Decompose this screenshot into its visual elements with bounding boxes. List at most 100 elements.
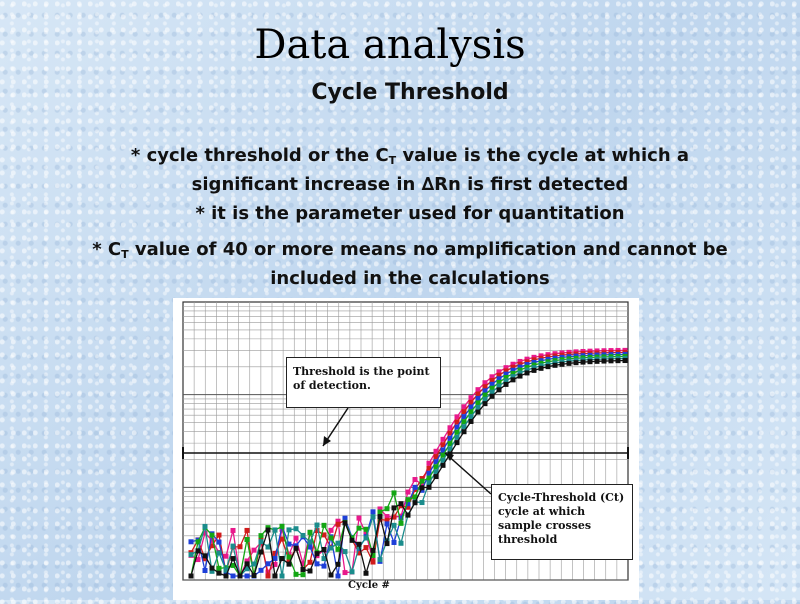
series-point — [454, 434, 460, 440]
series-point — [461, 409, 467, 415]
bullet-3-subscript: T — [121, 248, 129, 261]
series-point — [510, 370, 516, 376]
series-point — [286, 554, 292, 560]
series-point — [440, 447, 446, 453]
series-point — [468, 395, 474, 401]
series-point — [384, 517, 390, 523]
series-point — [384, 506, 390, 512]
series-point — [209, 543, 215, 549]
series-point — [300, 566, 306, 572]
series-point — [447, 425, 453, 431]
series-point — [496, 369, 502, 375]
series-point — [363, 545, 369, 551]
series-point — [398, 501, 404, 507]
series-point — [300, 572, 306, 578]
series-point — [433, 454, 439, 460]
series-point — [356, 550, 362, 556]
series-point — [517, 364, 523, 370]
series-point — [461, 414, 467, 420]
series-point — [461, 424, 467, 430]
series-point — [286, 527, 292, 533]
ct-callout-arrow — [444, 452, 492, 495]
series-point — [531, 354, 537, 360]
series-point — [426, 480, 432, 486]
series-point — [300, 561, 306, 567]
series-point — [272, 555, 278, 561]
series-point — [258, 567, 264, 573]
threshold-callout: Threshold is the point of detection. — [286, 357, 441, 408]
series-point — [482, 396, 488, 402]
series-point — [531, 359, 537, 365]
series-point — [328, 572, 334, 578]
bullet-3-suffix: value of 40 or more means no amplificati… — [128, 239, 728, 289]
series-point — [580, 359, 586, 365]
series-point — [384, 541, 390, 547]
series-point — [244, 527, 250, 533]
series-point — [482, 392, 488, 398]
series-point — [461, 429, 467, 435]
series-point — [524, 370, 530, 376]
series-point — [377, 506, 383, 512]
series-point — [251, 572, 257, 578]
series-point — [419, 482, 425, 488]
series-point — [342, 520, 348, 526]
series-point — [468, 409, 474, 415]
series-point — [433, 448, 439, 454]
series-point — [195, 548, 201, 554]
series-point — [279, 523, 285, 529]
series-point — [251, 561, 257, 567]
series-point — [230, 573, 236, 579]
series-point — [216, 539, 222, 545]
series-point — [503, 374, 509, 380]
series-point — [454, 424, 460, 430]
series-point — [223, 553, 229, 559]
series-point — [503, 368, 509, 374]
series-point — [475, 404, 481, 410]
series-point — [608, 358, 614, 364]
series-point — [461, 404, 467, 410]
series-point — [202, 553, 208, 559]
series-point — [489, 385, 495, 391]
series-point — [517, 367, 523, 373]
series-point — [496, 383, 502, 389]
series-point — [510, 367, 516, 373]
series-point — [370, 559, 376, 565]
series-point — [447, 441, 453, 447]
series-point — [349, 537, 355, 543]
series-point — [279, 556, 285, 562]
series-point — [223, 567, 229, 573]
ct-callout: Cycle-Threshold (Ct) cycle at which samp… — [491, 484, 633, 560]
series-point — [524, 362, 530, 368]
series-point — [202, 556, 208, 562]
series-point — [538, 360, 544, 366]
series-point — [391, 514, 397, 520]
series-point — [286, 541, 292, 547]
series-point — [426, 460, 432, 466]
series-point — [209, 568, 215, 574]
series-point — [524, 356, 530, 362]
series-point — [237, 544, 243, 550]
slide-subtitle: Cycle Threshold — [311, 80, 509, 105]
series-point — [370, 514, 376, 520]
series-point — [188, 539, 194, 545]
series-point — [370, 552, 376, 558]
series-point — [258, 533, 264, 539]
series-point — [419, 478, 425, 484]
series-point — [209, 538, 215, 544]
series-point — [496, 387, 502, 393]
series-point — [433, 459, 439, 465]
series-point — [244, 536, 250, 542]
series-point — [363, 570, 369, 576]
series-point — [300, 532, 306, 538]
series-point — [475, 400, 481, 406]
series-point — [433, 464, 439, 470]
series-point — [594, 358, 600, 364]
series-point — [335, 518, 341, 524]
series-point — [356, 541, 362, 547]
series-point — [573, 360, 579, 366]
series-point — [531, 357, 537, 363]
series-point — [237, 573, 243, 579]
series-point — [244, 573, 250, 579]
series-point — [398, 540, 404, 546]
series-point — [335, 573, 341, 579]
